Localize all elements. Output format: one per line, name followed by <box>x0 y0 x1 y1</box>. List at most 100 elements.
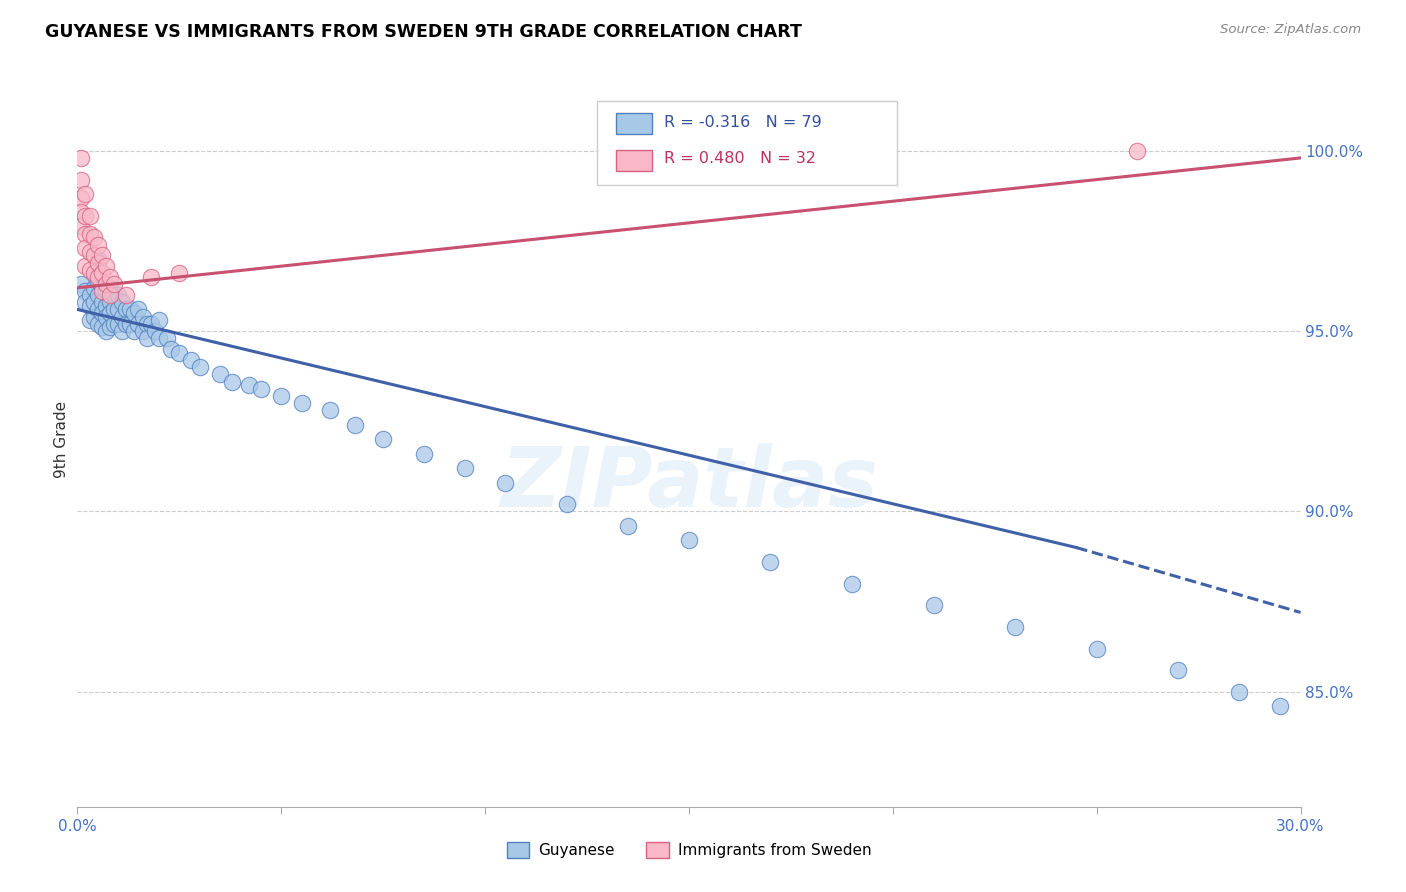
Point <box>156 331 179 345</box>
Legend: Guyanese, Immigrants from Sweden: Guyanese, Immigrants from Sweden <box>501 836 877 864</box>
Point <box>238 378 260 392</box>
Point <box>617 519 640 533</box>
Point <box>75 259 97 273</box>
Text: ZIPatlas: ZIPatlas <box>501 443 877 524</box>
Point <box>135 331 157 345</box>
Point <box>120 302 142 317</box>
Point <box>160 342 183 356</box>
Point <box>90 320 112 334</box>
Text: Source: ZipAtlas.com: Source: ZipAtlas.com <box>1220 23 1361 37</box>
Point <box>87 270 110 285</box>
Point <box>103 317 125 331</box>
Point <box>678 533 700 548</box>
Point <box>115 302 138 317</box>
Point <box>221 375 243 389</box>
Point <box>124 324 146 338</box>
Point <box>1126 144 1149 158</box>
Point <box>371 432 394 446</box>
Point <box>79 227 101 241</box>
Point <box>94 324 117 338</box>
Point <box>139 317 162 331</box>
Point <box>75 209 97 223</box>
Point <box>169 266 191 280</box>
Point <box>1004 620 1026 634</box>
Point <box>75 187 97 202</box>
Point <box>131 324 153 338</box>
Point <box>555 497 578 511</box>
Point <box>79 209 101 223</box>
Point <box>75 241 97 255</box>
Point <box>94 310 117 324</box>
Point <box>103 277 125 292</box>
Point <box>127 302 149 317</box>
Text: GUYANESE VS IMMIGRANTS FROM SWEDEN 9TH GRADE CORRELATION CHART: GUYANESE VS IMMIGRANTS FROM SWEDEN 9TH G… <box>45 23 801 41</box>
Point <box>270 389 292 403</box>
Point <box>453 461 475 475</box>
Point <box>75 295 97 310</box>
Point <box>87 302 110 317</box>
Point <box>75 285 97 299</box>
Point <box>148 313 170 327</box>
Point <box>98 295 121 310</box>
Point <box>143 324 166 338</box>
Point <box>87 255 110 269</box>
Point <box>841 576 863 591</box>
Point <box>90 248 112 262</box>
Point <box>111 295 134 310</box>
Point <box>87 274 110 288</box>
Point <box>94 285 117 299</box>
FancyBboxPatch shape <box>598 101 897 186</box>
Point <box>759 555 782 569</box>
Point <box>79 299 101 313</box>
Point <box>120 317 142 331</box>
Point <box>124 306 146 320</box>
Point <box>83 310 105 324</box>
Point <box>107 317 129 331</box>
Point <box>98 320 121 334</box>
Point <box>111 324 134 338</box>
FancyBboxPatch shape <box>616 150 652 170</box>
Point <box>1268 699 1291 714</box>
Point <box>75 227 97 241</box>
Point <box>250 382 273 396</box>
Point <box>83 266 105 280</box>
Point <box>90 295 112 310</box>
Point <box>83 248 105 262</box>
Point <box>413 447 436 461</box>
Point <box>343 417 366 432</box>
Point <box>70 151 93 165</box>
Point <box>495 475 517 490</box>
Point <box>98 288 121 302</box>
Point <box>922 599 945 613</box>
Point <box>90 285 112 299</box>
Point <box>115 288 138 302</box>
Point <box>94 299 117 313</box>
Point <box>79 313 101 327</box>
Point <box>1229 685 1251 699</box>
Text: R = 0.480   N = 32: R = 0.480 N = 32 <box>665 152 817 167</box>
Point <box>70 277 93 292</box>
Point <box>83 281 105 295</box>
Point <box>1085 641 1108 656</box>
Point <box>131 310 153 324</box>
Point <box>98 270 121 285</box>
Y-axis label: 9th Grade: 9th Grade <box>53 401 69 478</box>
Point <box>188 360 211 375</box>
Point <box>83 230 105 244</box>
Point <box>169 345 191 359</box>
Point <box>87 317 110 331</box>
Point <box>70 205 93 219</box>
Point <box>98 306 121 320</box>
Point <box>180 353 202 368</box>
Point <box>87 237 110 252</box>
Point <box>290 396 312 410</box>
Point <box>103 302 125 317</box>
Point <box>135 317 157 331</box>
Point <box>98 281 121 295</box>
Point <box>87 252 110 266</box>
Point <box>83 295 105 310</box>
Point <box>1167 663 1189 677</box>
Point <box>94 277 117 292</box>
Point <box>90 281 112 295</box>
Point <box>208 368 231 382</box>
